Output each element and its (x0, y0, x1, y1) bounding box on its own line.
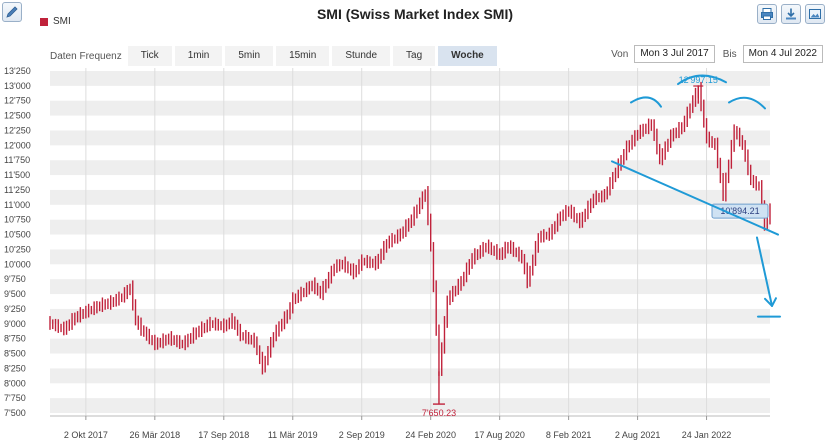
grid-band (50, 338, 770, 354)
x-tick-label: 8 Feb 2021 (546, 430, 592, 440)
x-tick-label: 24 Feb 2020 (405, 430, 456, 440)
y-tick-label: 9'750 (4, 274, 26, 284)
y-tick-label: 7'750 (4, 393, 26, 403)
y-tick-label: 10'250 (4, 244, 31, 254)
freq-1min-button[interactable]: 1min (174, 46, 223, 66)
max-label: 12'997.15 (679, 75, 718, 85)
print-button[interactable] (757, 4, 777, 24)
grid-band (50, 398, 770, 414)
x-tick-label: 11 Mär 2019 (268, 430, 318, 440)
y-tick-label: 11'000 (4, 200, 30, 210)
freq-5min-button[interactable]: 5min (225, 46, 274, 66)
print-icon (761, 8, 773, 20)
y-tick-label: 10'750 (4, 215, 31, 225)
grid-band (50, 368, 770, 384)
y-tick-label: 11'750 (4, 155, 30, 165)
freq-hour-button[interactable]: Stunde (332, 46, 391, 66)
grid-band (50, 130, 770, 146)
date-range: Von Mon 3 Jul 2017 Bis Mon 4 Jul 2022 (603, 45, 823, 63)
edit-button[interactable] (2, 2, 22, 22)
legend-label: SMI (53, 16, 71, 27)
x-tick-label: 2 Okt 2017 (64, 430, 108, 440)
to-label: Bis (722, 48, 737, 60)
down-arrow-head-right (771, 297, 777, 307)
y-tick-label: 12'250 (4, 125, 31, 135)
x-tick-label: 17 Sep 2018 (198, 430, 249, 440)
y-tick-label: 8'500 (4, 349, 26, 359)
x-tick-label: 24 Jan 2022 (682, 430, 732, 440)
y-tick-label: 12'750 (4, 96, 31, 106)
right-shoulder-arc (728, 96, 766, 110)
y-tick-label: 8'750 (4, 334, 26, 344)
toolbar (757, 4, 825, 24)
series-smi (49, 81, 771, 376)
export-image-icon (809, 9, 821, 19)
y-tick-label: 13'250 (4, 66, 31, 76)
download-icon (786, 8, 796, 20)
y-tick-label: 8'000 (4, 378, 26, 388)
grid-band (50, 189, 770, 205)
down-arrow-shaft (756, 236, 773, 307)
down-arrow-head-left (764, 297, 773, 307)
export-image-button[interactable] (805, 4, 825, 24)
download-button[interactable] (781, 4, 801, 24)
left-shoulder-arc (630, 96, 662, 108)
from-date-input[interactable]: Mon 3 Jul 2017 (634, 45, 715, 63)
grid-band (50, 219, 770, 235)
y-tick-label: 9'000 (4, 319, 26, 329)
y-tick-label: 7'500 (4, 408, 26, 418)
legend: SMI (40, 16, 71, 27)
grid-band (50, 160, 770, 176)
vertical-gridlines (85, 68, 708, 416)
freq-15min-button[interactable]: 15min (276, 46, 330, 66)
y-tick-label: 9'500 (4, 289, 26, 299)
y-tick-label: 10'000 (4, 259, 31, 269)
extreme-markers: 7'650.23 12'997.15 10'894.21 (422, 75, 769, 418)
chart-title: SMI (Swiss Market Index SMI) (316, 6, 514, 22)
head-arc (677, 74, 727, 86)
y-tick-label: 12'500 (4, 111, 31, 121)
y-axis: 7'500 7'750 8'000 8'250 8'500 8'750 9'000 9'250… (4, 66, 31, 418)
x-tick-label: 2 Sep 2019 (339, 430, 385, 440)
y-tick-label: 9'250 (4, 304, 26, 314)
x-tick-label: 2 Aug 2021 (615, 430, 661, 440)
y-tick-label: 11'250 (4, 185, 30, 195)
last-value-label: 10'894.21 (720, 206, 759, 216)
y-tick-label: 11'500 (4, 170, 30, 180)
grid-band (50, 308, 770, 324)
freq-tick-button[interactable]: Tick (127, 46, 172, 66)
grid-bands (50, 70, 770, 414)
price-chart[interactable]: 7'500 7'750 8'000 8'250 8'500 8'750 9'000 9'250… (0, 60, 830, 444)
grid-band (50, 100, 770, 116)
grid-band (50, 279, 770, 295)
min-label: 7'650.23 (422, 408, 456, 418)
trend-line (611, 160, 779, 236)
frequency-label: Daten Frequenz (50, 50, 122, 62)
freq-day-button[interactable]: Tag (393, 46, 436, 66)
freq-week-button[interactable]: Woche (438, 46, 497, 66)
x-tick-label: 17 Aug 2020 (474, 430, 525, 440)
pencil-icon (6, 6, 18, 18)
x-axis: 2 Okt 2017 26 Mär 2018 17 Sep 2018 11 Mär 2… (50, 415, 770, 440)
frequency-bar: Daten Frequenz Tick 1min 5min 15min Stun… (50, 46, 500, 66)
grid-band (50, 249, 770, 265)
legend-swatch (40, 17, 48, 26)
y-tick-label: 10'500 (4, 230, 31, 240)
y-tick-label: 8'250 (4, 363, 26, 373)
grid-band (50, 70, 770, 86)
x-tick-label: 26 Mär 2018 (130, 430, 181, 440)
user-annotations (611, 74, 781, 318)
y-tick-label: 13'000 (4, 81, 31, 91)
y-tick-label: 12'000 (4, 140, 31, 150)
to-date-input[interactable]: Mon 4 Jul 2022 (742, 45, 823, 63)
from-label: Von (611, 48, 629, 60)
